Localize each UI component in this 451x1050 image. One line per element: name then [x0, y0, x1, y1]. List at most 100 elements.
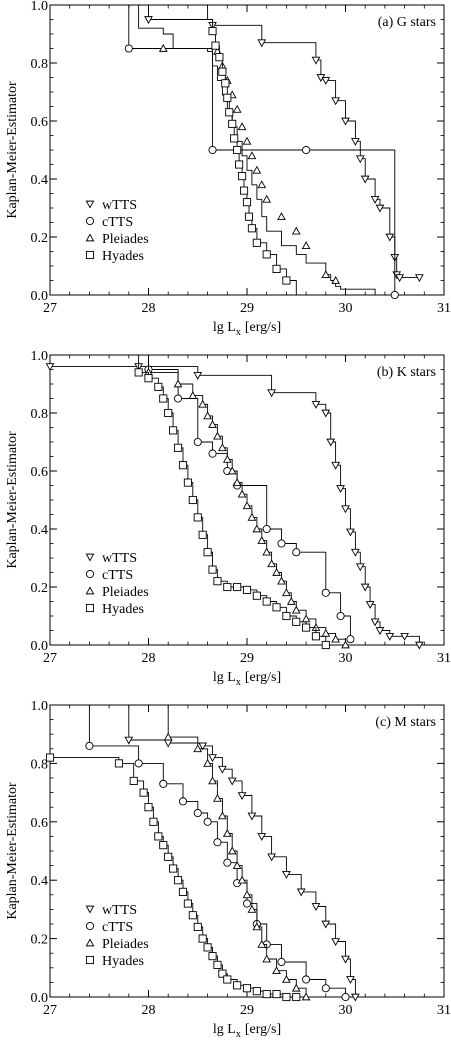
legend: wTTS cTTS Pleiades Hyades: [85, 903, 149, 969]
data-point-ctts: [277, 957, 286, 967]
data-point-hyades: [154, 832, 163, 841]
data-point-hyades: [242, 984, 252, 993]
data-point-pleiades: [301, 241, 311, 250]
data-point-wtts: [124, 736, 134, 745]
data-point-pleiades: [331, 275, 341, 284]
x-axis-label-unit: [erg/s]: [245, 1022, 281, 1037]
data-point-wtts: [355, 563, 365, 572]
data-point-pleiades: [291, 605, 301, 614]
data-point-ctts: [178, 797, 188, 806]
data-point-hyades: [262, 990, 271, 999]
data-point-wtts: [311, 400, 321, 409]
data-point-hyades: [169, 864, 178, 873]
data-point-wtts: [370, 618, 380, 627]
data-point-pleiades: [227, 846, 237, 855]
x-axis-label-unit: [erg/s]: [245, 670, 281, 685]
series-ctts: [124, 5, 399, 300]
data-point-pleiades: [203, 758, 212, 767]
y-tick-label: 0.6: [31, 115, 49, 130]
series-line-ctts: [128, 5, 396, 295]
data-point-wtts: [331, 938, 341, 947]
data-point-wtts: [375, 204, 385, 213]
legend: wTTS cTTS Pleiades Hyades: [85, 551, 149, 617]
x-tick-label: 27: [43, 1003, 57, 1018]
data-point-hyades: [223, 975, 232, 984]
data-point-hyades: [272, 603, 281, 612]
legend-label-ctts: cTTS: [102, 215, 133, 230]
y-axis-label: Kaplan-Meier-Estimator: [5, 782, 20, 920]
y-tick-label: 0.0: [31, 289, 49, 304]
legend-label-wtts: wTTS: [102, 551, 137, 566]
data-point-hyades: [45, 753, 55, 762]
data-point-hyades: [262, 250, 271, 259]
legend-label-pleiades: Pleiades: [102, 232, 149, 247]
y-tick-label: 0.4: [31, 173, 49, 188]
data-point-hyades: [239, 186, 249, 195]
data-point-pleiades: [242, 890, 252, 899]
x-axis-label-main: lg L: [213, 320, 236, 335]
data-point-pleiades: [208, 776, 217, 785]
data-point-hyades: [321, 640, 330, 650]
data-point-wtts: [415, 641, 424, 650]
data-point-pleiades: [173, 379, 183, 388]
data-point-wtts: [321, 77, 331, 85]
data-point-hyades: [173, 443, 183, 452]
x-axis-label-sub: x: [236, 1029, 241, 1040]
y-tick-label: 0.2: [31, 231, 49, 246]
data-point-ctts: [213, 838, 222, 847]
data-point-hyades: [188, 495, 197, 505]
data-point-wtts: [267, 389, 276, 398]
legend-label-hyades: Hyades: [102, 602, 144, 617]
legend-marker-ctts: [85, 216, 95, 226]
data-point-hyades: [178, 461, 188, 470]
data-point-wtts: [296, 888, 306, 897]
data-point-hyades: [188, 911, 197, 920]
data-point-pleiades: [208, 420, 217, 428]
legend: wTTS cTTS Pleiades Hyades: [85, 198, 149, 264]
data-point-pleiades: [257, 939, 267, 948]
series-wtts: [144, 5, 424, 283]
data-point-ctts: [242, 899, 252, 908]
data-point-wtts: [360, 583, 370, 592]
data-point-pleiades: [237, 122, 247, 131]
data-point-pleiades: [198, 399, 208, 408]
data-point-pleiades: [213, 431, 222, 440]
data-point-hyades: [129, 776, 138, 785]
panel-title: (a) G stars: [378, 15, 436, 30]
data-point-pleiades: [247, 512, 257, 521]
data-point-pleiades: [227, 466, 237, 475]
data-point-hyades: [134, 368, 143, 377]
data-point-ctts: [321, 588, 330, 597]
y-tick-label: 1.0: [31, 0, 49, 14]
panel-title: (b) K stars: [377, 365, 436, 380]
data-point-pleiades: [232, 861, 242, 869]
data-point-hyades: [198, 934, 207, 943]
legend-marker-pleiades: [85, 233, 95, 242]
y-tick-label: 1.0: [31, 349, 49, 364]
data-point-hyades: [233, 981, 242, 990]
data-point-hyades: [114, 759, 123, 768]
series-line-wtts: [128, 705, 356, 997]
legend-marker-hyades: [85, 250, 95, 260]
data-point-hyades: [252, 987, 261, 996]
data-point-wtts: [336, 485, 345, 493]
data-point-ctts: [292, 548, 301, 557]
data-point-hyades: [178, 887, 188, 896]
data-point-hyades: [173, 876, 183, 885]
chart-panel-3: 27 28 29 30 31 0.0 0.2 0.4 0.6 0.8 1.0 lg Lx [erg/s]…: [5, 699, 451, 1040]
data-point-wtts: [346, 976, 355, 985]
data-point-pleiades: [272, 966, 281, 975]
data-point-hyades: [139, 788, 148, 797]
data-point-hyades: [203, 943, 212, 952]
data-point-ctts: [193, 808, 202, 818]
data-point-ctts: [302, 975, 311, 984]
series-line-pleiades: [138, 5, 376, 295]
data-point-pleiades: [218, 811, 227, 820]
series-ctts: [85, 705, 350, 1002]
legend-label-hyades: Hyades: [102, 954, 144, 969]
x-tick-label: 30: [339, 301, 353, 316]
data-point-hyades: [193, 922, 202, 931]
data-point-pleiades: [282, 974, 291, 983]
legend-marker-pleiades: [85, 938, 95, 947]
series-hyades: [45, 705, 301, 1002]
